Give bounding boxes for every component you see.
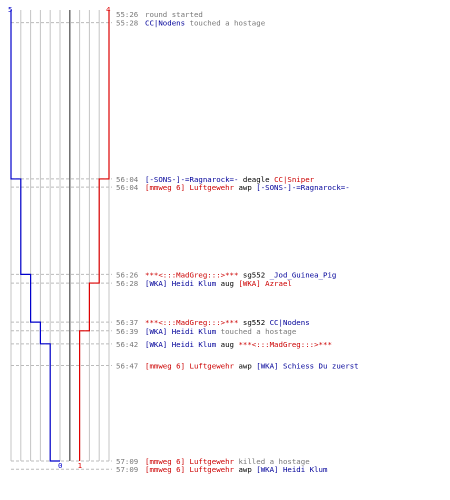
event-text: ***<:::MadGreg:::>*** sg552 _Jod_Guinea_…	[145, 270, 336, 279]
event-text-part: _Jod_Guinea_Pig	[270, 270, 337, 279]
event-text-part: [-SONS-]-=Ragnarock=-	[145, 175, 238, 184]
event-text-part: CC|Nodens	[145, 19, 185, 28]
event-text-part: [WKA] Heidi Klum	[145, 279, 217, 288]
event-text: [mmweg 6] Luftgewehr awp [WKA] Heidi Klu…	[145, 465, 328, 474]
event-time: 57:09	[116, 457, 138, 466]
event-text-part: awp	[234, 465, 256, 474]
event-time: 56:26	[116, 270, 138, 279]
event-text-part: round started	[145, 10, 203, 19]
event-text: round started	[145, 10, 203, 19]
event-text: [-SONS-]-=Ragnarock=- deagle CC|Sniper	[145, 175, 315, 184]
event-text-part: [WKA] Heidi Klum	[256, 465, 328, 474]
event-text: [WKA] Heidi Klum touched a hostage	[145, 327, 297, 336]
event-text-part: sg552	[238, 270, 269, 279]
event-text-part: awp	[234, 362, 256, 371]
event-time: 56:04	[116, 175, 139, 184]
event-text-part: [mmweg 6] Luftgewehr	[145, 183, 235, 192]
event-time: 56:42	[116, 340, 138, 349]
event-text-part: touched a hostage	[185, 19, 266, 28]
event-text-part: CC|Sniper	[274, 175, 315, 184]
event-text: [mmweg 6] Luftgewehr awp [WKA] Schiess D…	[145, 362, 359, 371]
event-text-part: [mmweg 6] Luftgewehr	[145, 362, 235, 371]
blue-team-alive-line	[10, 10, 60, 462]
event-text: [WKA] Heidi Klum aug ***<:::MadGreg:::>*…	[145, 340, 332, 349]
event-text-part: ***<:::MadGreg:::>***	[145, 270, 238, 279]
event-time: 55:28	[116, 19, 138, 28]
red-start-label: 4	[106, 5, 111, 14]
event-text-part: [-SONS-]-=Ragnarock=-	[256, 183, 349, 192]
event-text-part: [WKA] Azrael	[238, 279, 291, 288]
event-text-part: CC|Nodens	[270, 318, 310, 327]
blue-end-label: 0	[58, 461, 62, 470]
event-text-part: awp	[234, 183, 256, 192]
event-text-part: ***<:::MadGreg:::>***	[145, 318, 238, 327]
event-text: ***<:::MadGreg:::>*** sg552 CC|Nodens	[145, 318, 310, 327]
event-text-part: aug	[216, 340, 238, 349]
event-time: 56:39	[116, 327, 138, 336]
event-text-part: sg552	[238, 318, 269, 327]
event-text-part: touched a hostage	[216, 327, 297, 336]
event-text-part: killed a hostage	[234, 457, 310, 466]
blue-start-label: 5	[8, 5, 12, 14]
event-text-part: ***<:::MadGreg:::>***	[238, 340, 331, 349]
event-text-part: [WKA] Heidi Klum	[145, 327, 217, 336]
event-time: 55:26	[116, 10, 138, 19]
red-end-label: 1	[78, 461, 82, 470]
event-text: [mmweg 6] Luftgewehr killed a hostage	[145, 457, 310, 466]
event-text-part: [mmweg 6] Luftgewehr	[145, 465, 235, 474]
event-text-part: [WKA] Schiess Du zuerst	[256, 362, 358, 371]
event-text: [mmweg 6] Luftgewehr awp [-SONS-]-=Ragna…	[145, 183, 350, 192]
event-time: 56:37	[116, 318, 138, 327]
event-text-part: deagle	[238, 175, 274, 184]
event-time: 57:09	[116, 465, 138, 474]
event-text-part: aug	[216, 279, 238, 288]
red-team-alive-line	[79, 10, 110, 461]
event-text: CC|Nodens touched a hostage	[145, 19, 266, 28]
event-text-part: [WKA] Heidi Klum	[145, 340, 217, 349]
event-time: 56:04	[116, 183, 139, 192]
event-text: [WKA] Heidi Klum aug [WKA] Azrael	[145, 279, 292, 288]
event-text-part: [mmweg 6] Luftgewehr	[145, 457, 235, 466]
event-time: 56:28	[116, 279, 138, 288]
event-time: 56:47	[116, 362, 138, 371]
